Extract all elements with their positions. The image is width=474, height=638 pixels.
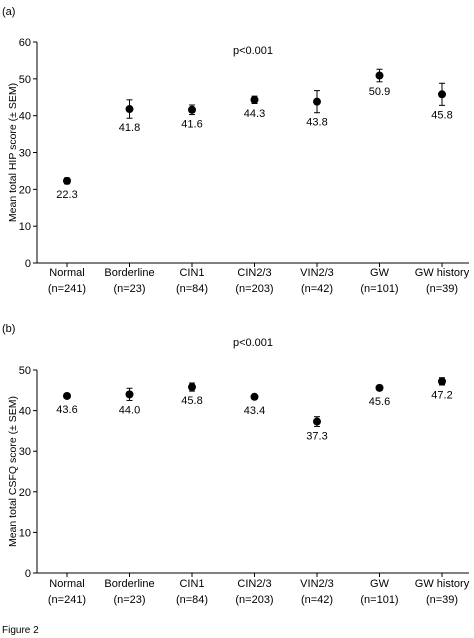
x-tick-sample-size: (n=42) — [301, 594, 333, 606]
panel-label: (b) — [2, 323, 15, 335]
data-point — [313, 417, 321, 426]
data-label: 22.3 — [56, 189, 77, 201]
y-tick-label: 20 — [19, 184, 31, 196]
y-tick-label: 50 — [19, 74, 31, 86]
x-tick-label: GW — [370, 578, 390, 590]
x-tick-label: GW history — [415, 267, 470, 279]
x-tick-label: Normal — [49, 267, 84, 279]
x-tick-label: CIN2/3 — [237, 267, 271, 279]
data-point — [63, 391, 71, 400]
y-tick-label: 40 — [19, 111, 31, 123]
x-tick-label: CIN1 — [179, 267, 204, 279]
data-point — [375, 383, 384, 392]
data-label: 41.8 — [119, 122, 140, 134]
y-tick-label: 50 — [19, 365, 31, 377]
data-point — [125, 105, 134, 114]
p-value-annotation: p<0.001 — [233, 45, 273, 57]
x-tick-sample-size: (n=241) — [48, 283, 86, 295]
x-tick-label: Normal — [49, 578, 84, 590]
y-tick-label: 20 — [19, 487, 31, 499]
data-point — [250, 392, 259, 401]
y-tick-label: 0 — [25, 568, 31, 580]
x-tick-sample-size: (n=42) — [301, 283, 333, 295]
x-tick-sample-size: (n=203) — [235, 283, 273, 295]
x-tick-label: GW history — [415, 578, 470, 590]
y-tick-label: 40 — [19, 406, 31, 418]
x-tick-label: GW — [370, 267, 390, 279]
x-tick-sample-size: (n=84) — [176, 283, 208, 295]
x-tick-sample-size: (n=101) — [360, 594, 398, 606]
data-point — [250, 95, 259, 104]
data-label: 47.2 — [431, 389, 452, 401]
p-value-annotation: p<0.001 — [233, 337, 273, 349]
x-tick-sample-size: (n=39) — [426, 283, 458, 295]
x-tick-label: Borderline — [104, 267, 154, 279]
data-label: 43.4 — [244, 405, 265, 417]
data-label: 37.3 — [306, 430, 327, 442]
y-tick-label: 10 — [19, 527, 31, 539]
y-tick-label: 30 — [19, 148, 31, 160]
y-axis-title: Mean total HIP score (± SEM) — [7, 83, 19, 222]
data-label: 45.8 — [181, 395, 202, 407]
x-tick-label: Borderline — [104, 578, 154, 590]
data-label: 44.3 — [244, 108, 265, 120]
data-label: 45.8 — [431, 109, 452, 121]
figure-caption: Figure 2 — [2, 625, 39, 636]
data-label: 45.6 — [369, 396, 390, 408]
data-point — [63, 176, 71, 185]
data-point — [188, 105, 196, 114]
data-point — [438, 377, 446, 386]
y-axis-title: Mean total CSFQ score (± SEM) — [7, 396, 19, 547]
x-tick-label: CIN1 — [179, 578, 204, 590]
x-tick-label: CIN2/3 — [237, 578, 271, 590]
y-tick-label: 60 — [19, 37, 31, 49]
x-tick-sample-size: (n=101) — [360, 283, 398, 295]
chart-panel-b: (b) 0 10 20 30 40 50 Mean total CSFQ score (± S… — [2, 323, 470, 606]
x-tick-sample-size: (n=23) — [113, 594, 145, 606]
data-point — [438, 90, 446, 99]
x-tick-sample-size: (n=23) — [113, 283, 145, 295]
data-label: 41.6 — [181, 119, 202, 131]
y-tick-label: 30 — [19, 446, 31, 458]
data-point — [188, 383, 196, 392]
data-point — [125, 390, 134, 399]
x-tick-sample-size: (n=84) — [176, 594, 208, 606]
data-label: 43.8 — [306, 117, 327, 129]
x-tick-label: VIN2/3 — [300, 267, 334, 279]
x-tick-sample-size: (n=39) — [426, 594, 458, 606]
x-tick-sample-size: (n=203) — [235, 594, 273, 606]
data-label: 50.9 — [369, 86, 390, 98]
panel-label: (a) — [2, 6, 15, 18]
data-point — [313, 97, 321, 106]
x-tick-sample-size: (n=241) — [48, 594, 86, 606]
y-tick-label: 0 — [25, 258, 31, 270]
chart-panel-a: (a) 0 10 20 30 40 50 60 Mean total HIP score (± … — [2, 6, 470, 295]
y-tick-label: 10 — [19, 221, 31, 233]
data-label: 43.6 — [56, 404, 77, 416]
data-point — [375, 71, 384, 80]
data-label: 44.0 — [119, 404, 140, 416]
x-tick-label: VIN2/3 — [300, 578, 334, 590]
